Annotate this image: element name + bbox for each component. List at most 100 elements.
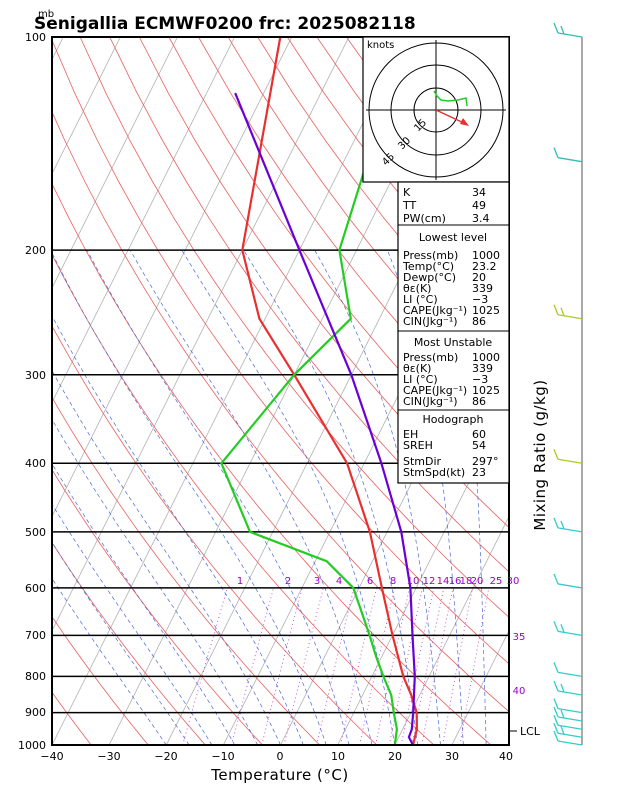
p-tick-label: 400 [25, 457, 46, 470]
wind-barb-flag [553, 730, 559, 742]
wind-barb [557, 690, 583, 696]
index-value: 1000 [472, 249, 500, 262]
moist-adiabat-line [86, 249, 350, 745]
hodograph-unit-label: knots [367, 40, 394, 51]
dry-adiabat-line [52, 110, 509, 713]
index-key: CAPE(Jkg⁻¹) [403, 304, 467, 317]
wind-barb [557, 740, 583, 746]
index-value: 34 [472, 186, 486, 199]
x-tick-label: 10 [331, 750, 345, 763]
p-tick-label: 900 [25, 706, 46, 719]
isotherm-line [337, 401, 509, 745]
mixing-ratio-label: 8 [390, 576, 396, 587]
index-value: −3 [472, 293, 488, 306]
wind-barb-flag [553, 698, 559, 709]
isotherm-line [52, 37, 121, 175]
storm-motion-arrowhead [460, 118, 469, 126]
index-value: 339 [472, 362, 493, 375]
wind-barb-flag [553, 680, 559, 692]
wind-barb [557, 458, 583, 464]
indices-panel: K 34 TT 49 PW(cm) 3.4 Lowest level Press… [397, 181, 510, 484]
p-tick-label: 700 [25, 629, 46, 642]
dry-adiabat-line [52, 468, 263, 745]
moist-adiabat-line [52, 252, 327, 745]
index-value: 86 [472, 395, 486, 408]
index-key: CAPE(Jkg⁻¹) [403, 384, 467, 397]
wind-barb [557, 732, 583, 738]
index-key: StmSpd(kt) [403, 466, 465, 479]
isotherm-line [52, 37, 235, 404]
parcel-path [234, 92, 416, 745]
wind-barbs [553, 22, 583, 746]
x-tick-label: −30 [97, 750, 120, 763]
index-key: SREH [403, 439, 433, 452]
x-tick-label: 40 [499, 750, 513, 763]
x-tick-label: −40 [40, 750, 63, 763]
index-key: TT [402, 199, 417, 212]
index-value: 1000 [472, 351, 500, 364]
dry-adiabat-line [109, 37, 509, 573]
wind-barb-flag [560, 624, 565, 633]
index-key: EH [403, 428, 418, 441]
wind-barb-flag [560, 683, 565, 693]
temperature-profile [241, 37, 419, 745]
mixing-ratio-label: 18 [460, 576, 473, 587]
pressure-tick-labels: 100 200 300 400 500 600 700 800 900 1000 [18, 31, 46, 752]
wind-barb [557, 157, 583, 163]
p-tick-label: 600 [25, 582, 46, 595]
pressure-unit-label: mb [38, 9, 54, 20]
wind-barb-flag [553, 573, 559, 585]
lcl-label: LCL [520, 725, 541, 738]
x-tick-label: 30 [445, 750, 459, 763]
dry-adiabat-line [52, 691, 92, 745]
dry-adiabat-line [138, 37, 509, 528]
dry-adiabat-line [52, 541, 206, 745]
index-key: K [403, 186, 411, 199]
mixing-ratio-label: 25 [490, 576, 503, 587]
mixing-ratio-label: 1 [237, 576, 243, 587]
dewpoint-profile [220, 37, 408, 745]
index-value: 339 [472, 282, 493, 295]
mixing-ratio-label: 14 [437, 576, 450, 587]
x-tick-label: −20 [154, 750, 177, 763]
dry-adiabat-line [79, 37, 509, 618]
mixing-ratio-line [340, 587, 378, 745]
x-tick-labels: −40 −30 −20 −10 0 10 20 30 40 [40, 750, 513, 763]
mixing-ratio-line [359, 587, 396, 745]
wind-barb [557, 724, 583, 730]
isotherm-line [394, 515, 509, 745]
index-value: 23.2 [472, 260, 497, 273]
index-key: CIN(Jkg⁻¹) [403, 395, 458, 408]
index-value: 1025 [472, 304, 500, 317]
dry-adiabat-line [198, 37, 509, 442]
moist-adiabat-line [52, 369, 281, 745]
p-tick-label: 500 [25, 526, 46, 539]
index-value: 49 [472, 199, 486, 212]
mixing-ratio-line [442, 587, 473, 745]
mixing-ratio-line [182, 587, 228, 745]
storm-motion-vector [435, 109, 467, 125]
isotherm-line [0, 37, 6, 745]
mixing-ratio-label: 2 [285, 576, 291, 587]
wind-barb-flag [560, 520, 565, 530]
wind-barb-flag [553, 304, 559, 315]
mixing-ratio-label: 10 [407, 576, 420, 587]
index-key: Press(mb) [403, 249, 458, 262]
x-tick-label: −10 [211, 750, 234, 763]
index-key: LI (°C) [403, 293, 438, 306]
wind-barb-flag [553, 147, 559, 158]
side-label: 35 [513, 632, 526, 643]
wind-barb [557, 527, 583, 533]
index-key: θε(K) [403, 362, 431, 375]
moist-adiabat-line [243, 249, 418, 745]
p-tick-label: 800 [25, 670, 46, 683]
index-value: 86 [472, 315, 486, 328]
index-key: θε(K) [403, 282, 431, 295]
mixing-ratio-label: 6 [367, 576, 373, 587]
most-unstable-title: Most Unstable [414, 336, 493, 349]
index-value: −3 [472, 373, 488, 386]
index-value: 297° [472, 455, 499, 468]
p-tick-label: 1000 [18, 739, 46, 752]
wind-barb-flag [560, 725, 565, 735]
